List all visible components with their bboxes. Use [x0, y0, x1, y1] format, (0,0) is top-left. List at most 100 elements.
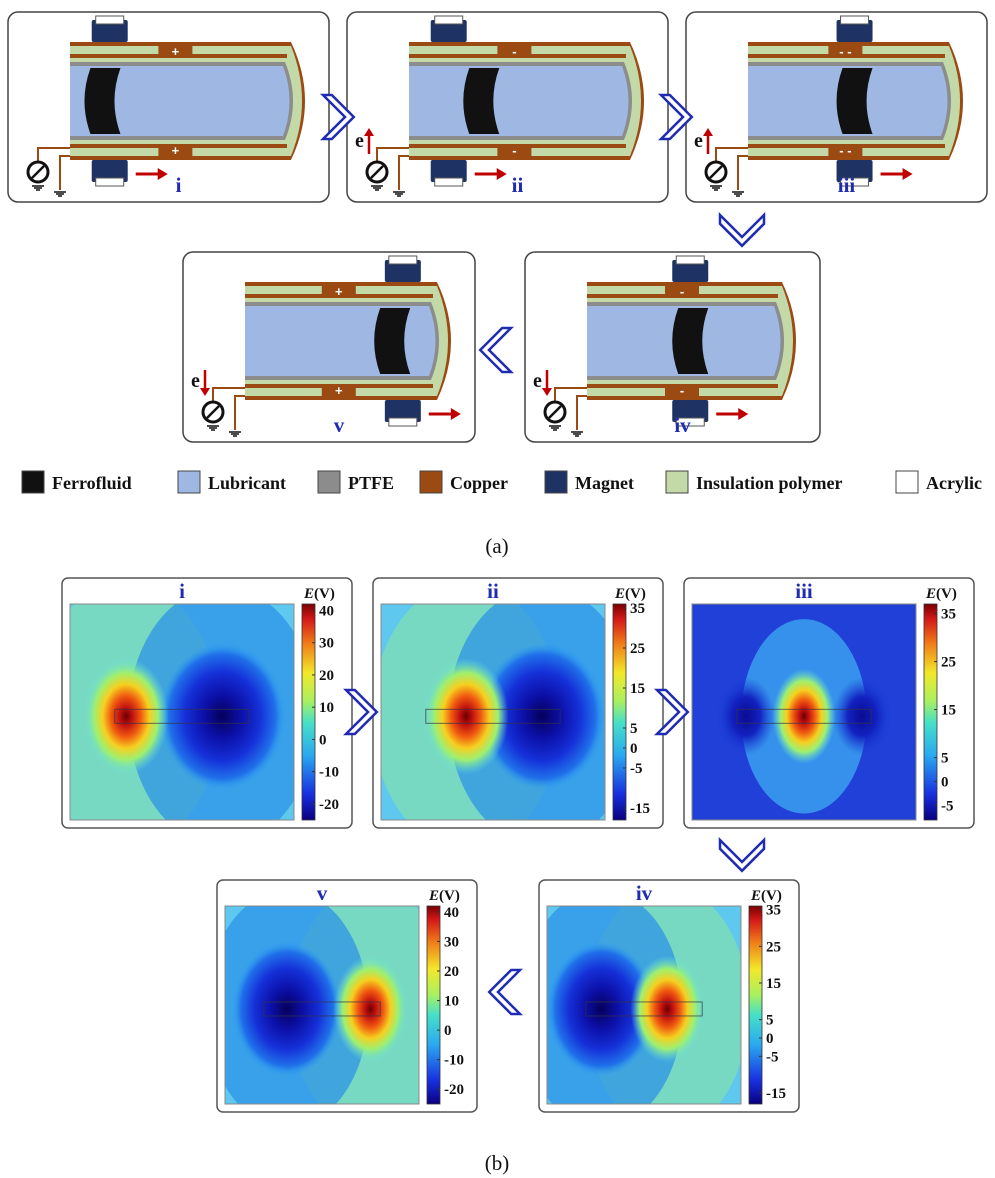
magnet-bottom — [384, 400, 421, 422]
colorbar — [426, 905, 441, 1105]
colorbar-title-unit: (V) — [314, 586, 335, 602]
chevron-left-icon — [487, 968, 524, 1016]
potential-field — [381, 604, 605, 820]
colorbar-title-var: E — [614, 586, 625, 602]
colorbar-tick-label: 0 — [319, 732, 327, 748]
colorbar-title: E(V) — [925, 586, 957, 602]
chevron-down-icon — [718, 211, 766, 248]
step-label: ii — [512, 173, 524, 197]
electrode-outline — [585, 1001, 703, 1017]
colorbar-title: E(V) — [428, 888, 460, 904]
colorbar-tick-label: -5 — [766, 1049, 779, 1065]
copper-electrode-bottom — [321, 385, 356, 396]
potential-map-iii: iii E(V) 35 25 15 5 0 -5 — [683, 577, 975, 829]
map-label: iv — [636, 881, 653, 905]
electrode-outline — [114, 708, 250, 724]
plot-border — [224, 905, 420, 1105]
negative-potential-region — [833, 677, 892, 756]
negative-potential-region — [159, 642, 286, 790]
electron-label: e — [694, 130, 703, 152]
colorbar-tick-label: 35 — [766, 903, 781, 919]
wire-ground — [234, 395, 245, 430]
ferrofluid-droplet — [84, 68, 121, 134]
plot-border — [691, 603, 917, 821]
colorbar-tick-label: 25 — [941, 655, 956, 671]
electron-label: e — [533, 370, 542, 392]
map-label: i — [179, 579, 185, 603]
negative-potential-region — [479, 642, 605, 790]
colorbar-tick-label: -20 — [319, 797, 339, 813]
potential-field — [225, 906, 419, 1104]
magnet-top-cap — [675, 255, 705, 265]
colorbar-tick-label: -5 — [630, 761, 643, 777]
motion-arrow-head — [902, 168, 913, 180]
step-label: iv — [674, 413, 691, 437]
colorbar-tick-label: 15 — [766, 976, 781, 992]
schematic-step-iv: - - e iv — [524, 251, 821, 443]
legend-swatch — [895, 470, 919, 494]
magnet-bottom-cap — [434, 177, 464, 187]
magnet-top — [672, 260, 709, 282]
ferrofluid-droplet — [672, 308, 709, 374]
legend-swatch — [544, 470, 568, 494]
negative-potential-region — [547, 941, 656, 1077]
negative-potential-region — [716, 677, 775, 756]
colorbar-tick-label: -15 — [630, 801, 650, 817]
wire-lead — [37, 147, 70, 162]
colorbar — [923, 603, 938, 821]
colorbar-title: E(V) — [750, 888, 782, 904]
colorbar-tick-label: 25 — [766, 939, 781, 955]
legend-swatch — [21, 470, 45, 494]
colorbar-tick-label: 40 — [444, 905, 459, 921]
chevron-down-icon — [718, 836, 766, 873]
wire-ground — [398, 155, 409, 190]
positive-potential-region — [772, 668, 836, 764]
positive-potential-region — [83, 658, 169, 775]
potential-map-ii: ii E(V)35 25 15 5 0 -5 -15 — [372, 577, 664, 829]
wire-lead — [715, 147, 748, 162]
wire-ground — [59, 155, 70, 190]
colorbar-title-var: E — [428, 888, 439, 904]
electron-label: e — [191, 370, 200, 392]
electrode-charge-bottom: - — [680, 383, 684, 398]
ammeter-needle-icon — [370, 165, 384, 179]
magnet-top — [430, 20, 467, 42]
colorbar-tick-label: 0 — [941, 775, 949, 791]
copper-electrode-bottom — [158, 145, 193, 156]
magnet-top-cap — [434, 15, 464, 25]
materials-legend: Ferrofluid Lubricant PTFE Copper Magnet Insul… — [21, 470, 982, 494]
current-arrow-head — [703, 128, 713, 136]
plot-border — [380, 603, 606, 821]
lubricant-channel — [70, 66, 290, 136]
plot-border — [69, 603, 295, 821]
magnet-top — [91, 20, 128, 42]
colorbar-tick-label: 5 — [630, 721, 638, 737]
colorbar-title-var: E — [303, 586, 314, 602]
electrode-charge-bottom: - — [512, 143, 516, 158]
electrode-charge-bottom: + — [335, 383, 343, 398]
colorbar-title-unit: (V) — [936, 586, 957, 602]
step-label: v — [334, 413, 345, 437]
copper-electrode-top — [321, 286, 356, 297]
copper-electrode-top — [828, 46, 863, 57]
colorbar-tick-label: 20 — [444, 964, 459, 980]
panel-a-schematic: + + i - - e ii - - - - e iii - - e iv + + e v — [7, 11, 988, 443]
colorbar — [612, 603, 627, 821]
colorbar-tick-label: 40 — [319, 603, 334, 619]
magnet-bottom-cap — [388, 417, 418, 427]
chevron-right-icon — [653, 688, 690, 736]
current-arrow-head — [200, 388, 210, 396]
chevron-right-icon — [319, 93, 356, 141]
schematic-step-iii: - - - - e iii — [685, 11, 988, 203]
potential-map-v: v E(V)40 30 20 10 0 -10 -20 — [216, 879, 478, 1113]
chevron-left-icon — [478, 326, 515, 374]
electrode-charge-top: - — [680, 284, 684, 299]
ferrofluid-droplet — [463, 68, 500, 134]
legend-label: Copper — [450, 473, 508, 493]
legend-swatch — [419, 470, 443, 494]
current-arrow-head — [364, 128, 374, 136]
magnet-top-cap — [388, 255, 418, 265]
potential-field — [547, 906, 741, 1104]
schematic-step-v: + + e v — [182, 251, 476, 443]
